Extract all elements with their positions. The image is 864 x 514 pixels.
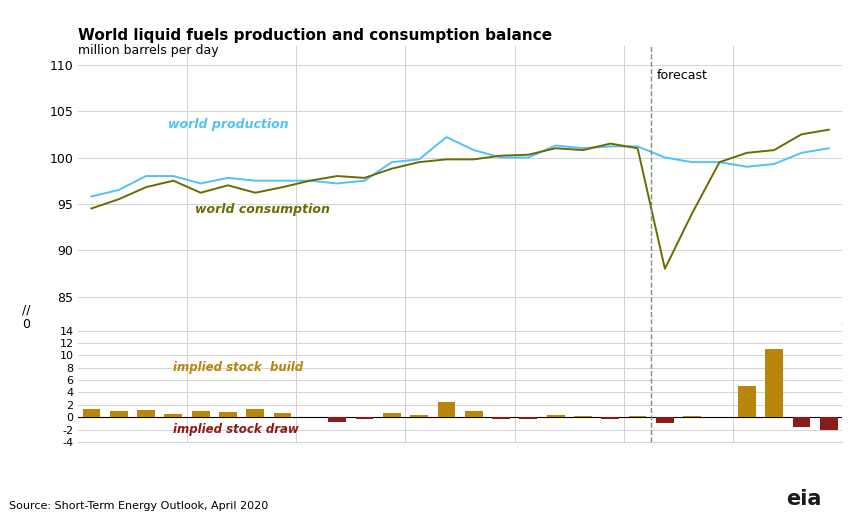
Bar — [83, 409, 100, 417]
Bar — [820, 417, 837, 430]
Text: Source: Short-Term Energy Outlook, April 2020: Source: Short-Term Energy Outlook, April… — [9, 502, 268, 511]
Bar — [683, 416, 701, 417]
Text: 2021: 2021 — [772, 360, 804, 373]
Bar — [492, 417, 510, 418]
Bar — [738, 387, 756, 417]
Text: 2020: 2020 — [663, 360, 695, 373]
Bar — [219, 412, 237, 417]
Text: 2017: 2017 — [335, 360, 366, 373]
Bar — [601, 417, 619, 419]
Text: //: // — [22, 304, 30, 317]
Text: forecast: forecast — [657, 69, 708, 82]
Text: 2016: 2016 — [226, 360, 257, 373]
Bar — [246, 409, 264, 417]
Bar — [192, 411, 210, 417]
Text: world consumption: world consumption — [195, 203, 330, 216]
Text: 2018: 2018 — [444, 360, 476, 373]
Bar — [164, 414, 182, 417]
Text: million barrels per day: million barrels per day — [78, 44, 219, 57]
Text: eia: eia — [786, 489, 821, 509]
Bar — [766, 349, 783, 417]
Bar — [356, 417, 373, 419]
Bar — [792, 417, 810, 427]
Text: implied stock draw: implied stock draw — [174, 423, 299, 436]
Bar — [656, 417, 674, 424]
Bar — [383, 413, 401, 417]
Bar — [328, 417, 346, 422]
Text: 0: 0 — [22, 318, 29, 331]
Bar — [110, 411, 128, 417]
Bar — [410, 415, 428, 417]
Text: 2019: 2019 — [554, 360, 585, 373]
Bar — [547, 415, 564, 417]
Bar — [519, 417, 537, 419]
Bar — [465, 411, 483, 417]
Text: implied stock  build: implied stock build — [174, 361, 303, 374]
Text: world production: world production — [168, 118, 289, 131]
Text: World liquid fuels production and consumption balance: World liquid fuels production and consum… — [78, 28, 552, 43]
Bar — [629, 416, 646, 417]
Text: 2015: 2015 — [117, 360, 149, 373]
Bar — [274, 413, 291, 417]
Bar — [137, 410, 155, 417]
Bar — [574, 416, 592, 417]
Bar — [437, 402, 455, 417]
